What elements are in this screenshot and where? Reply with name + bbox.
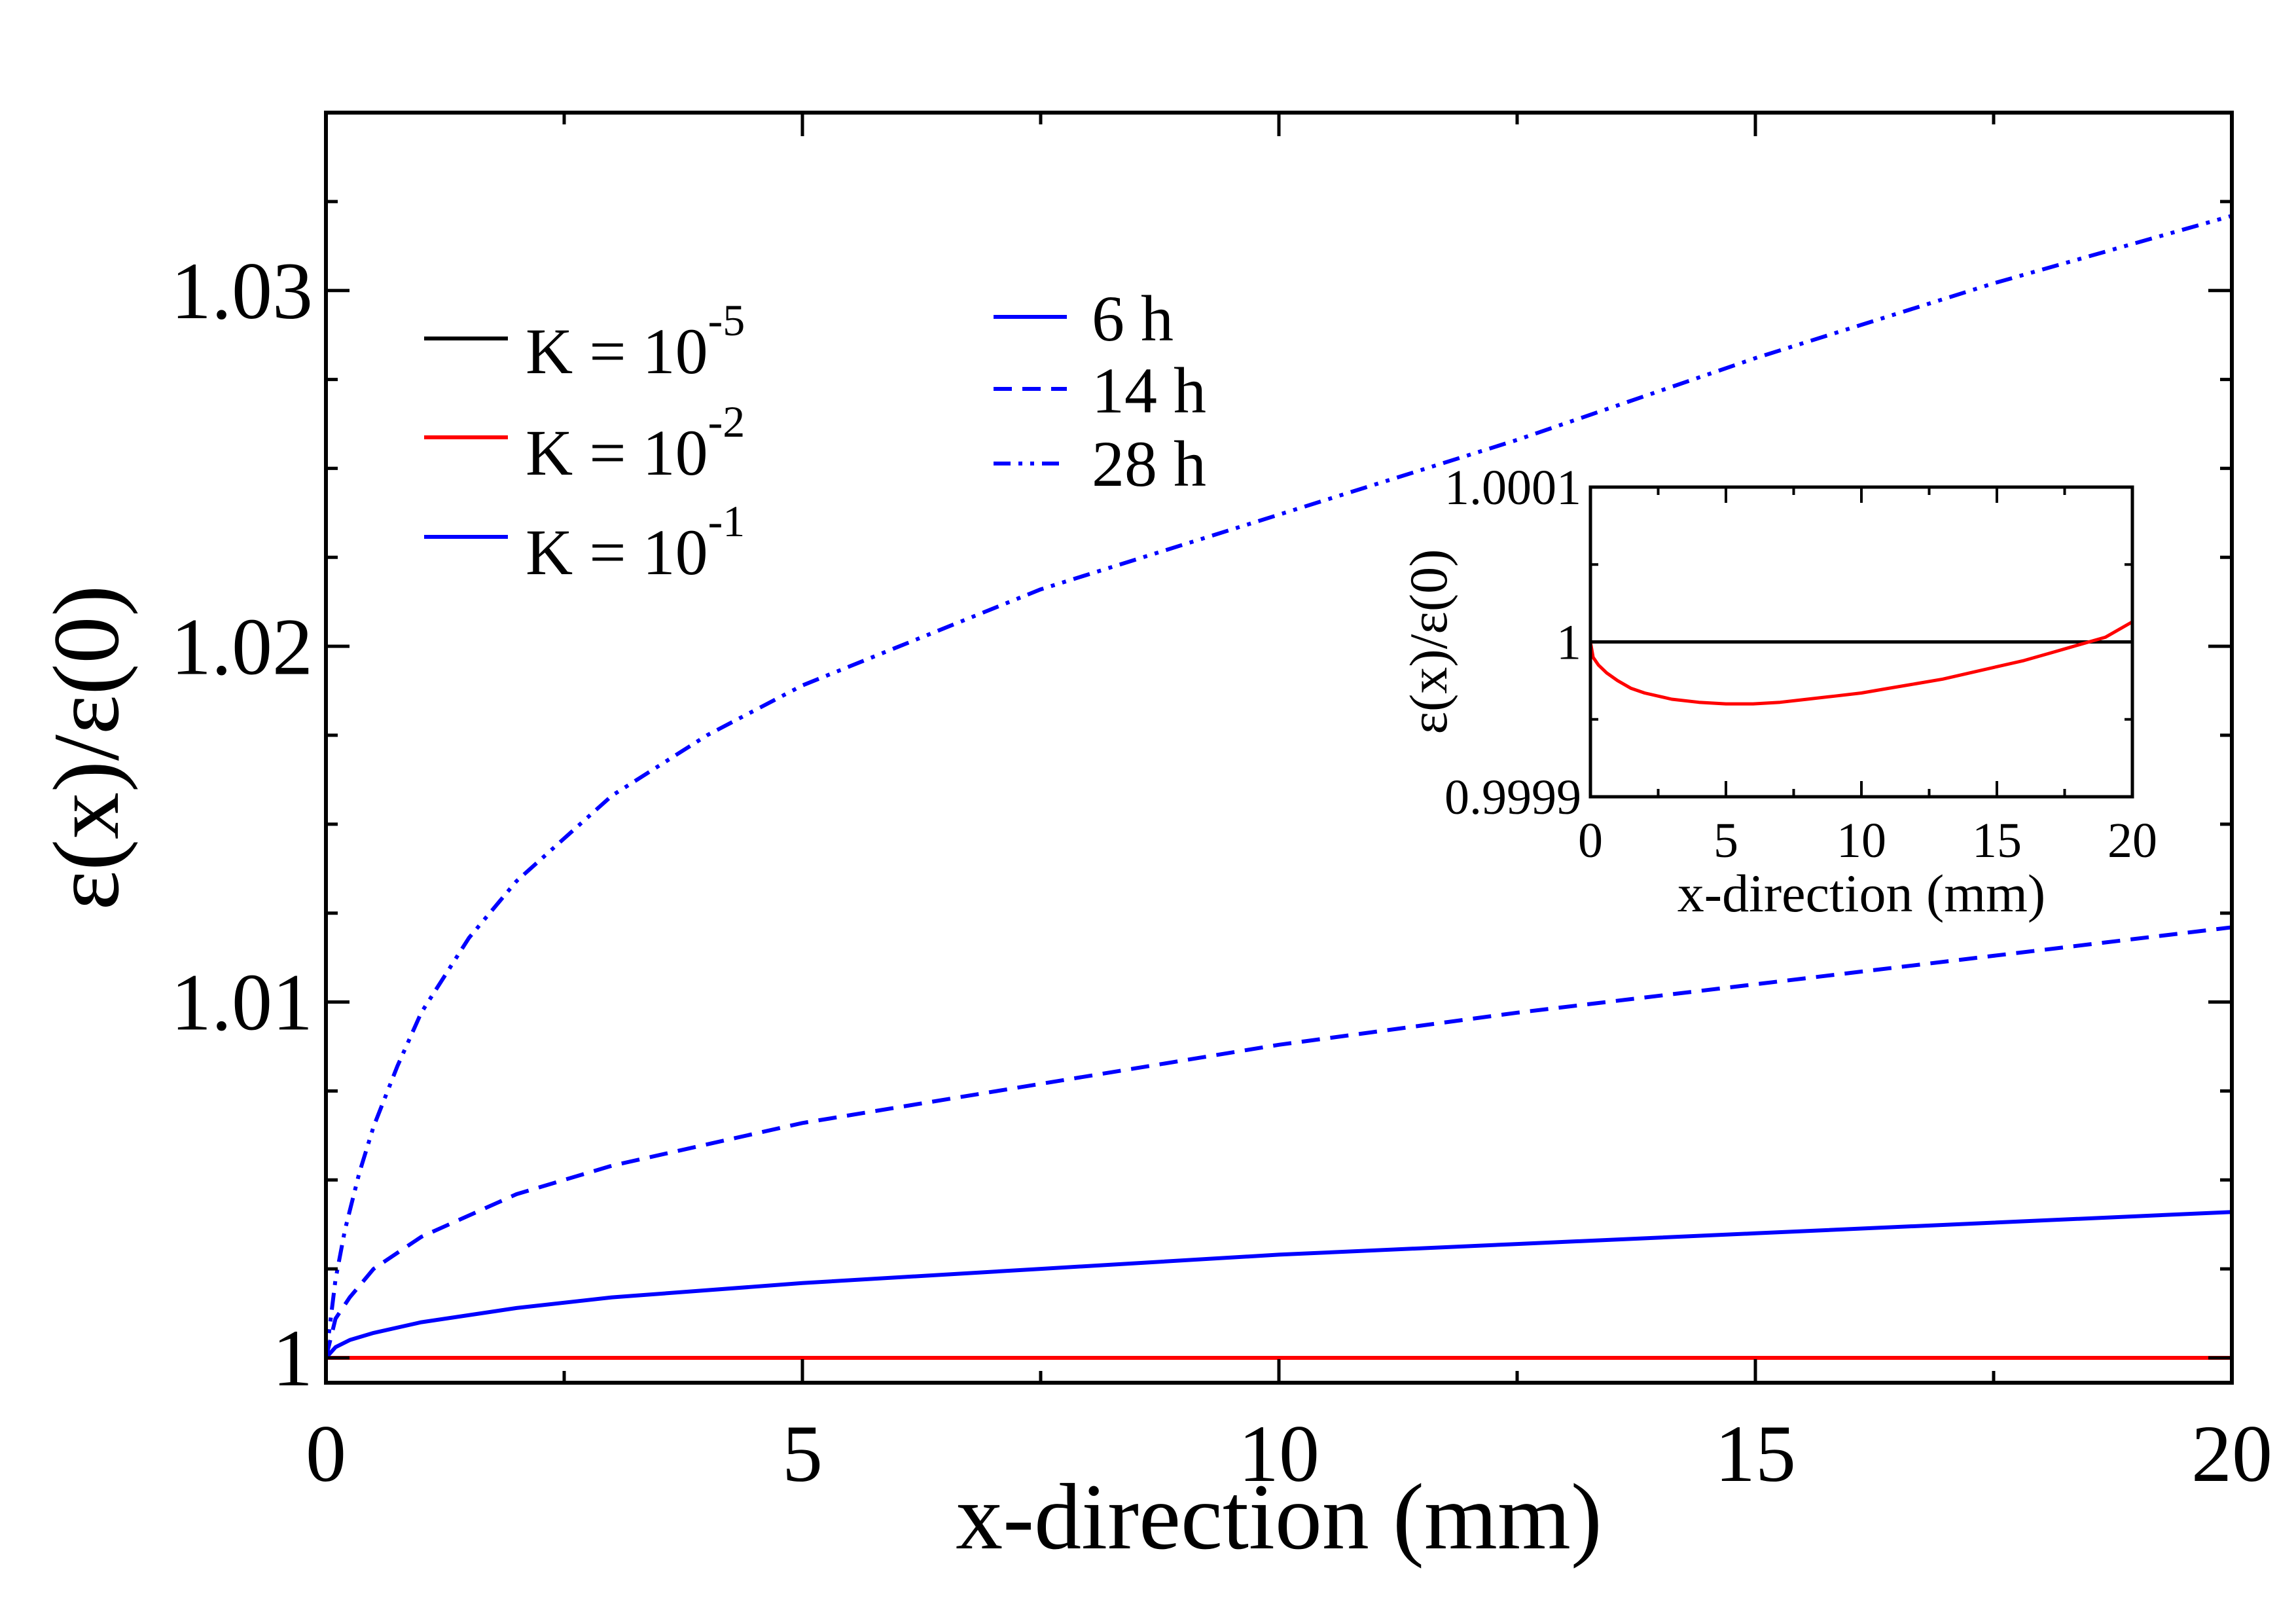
inset-tick-marks	[1589, 486, 2134, 798]
inset-x-axis-label: x-direction (mm)	[1677, 864, 2045, 923]
series-line-3	[326, 925, 2232, 1359]
x-tick-label: 20	[2108, 813, 2157, 868]
main-x-axis-label: x-direction (mm)	[956, 1465, 1602, 1569]
legend: K = 10-5 K = 10-2 K = 10-1 6 h 14 h 28 h	[424, 282, 1206, 589]
y-tick-label: 1.03	[171, 246, 313, 336]
x-tick-label: 10	[1837, 813, 1886, 868]
inset-series-group	[1590, 620, 2132, 706]
legend-k-exp-0: -5	[708, 295, 745, 345]
x-tick-label: 15	[1715, 1409, 1796, 1499]
y-tick-label: 1.02	[171, 602, 313, 691]
y-tick-label: 1.01	[171, 958, 313, 1048]
legend-k-label-2: K = 10-1	[526, 496, 745, 589]
legend-k-exp-2: -1	[708, 496, 745, 546]
x-tick-label: 0	[1578, 813, 1603, 868]
inset-y-tick-labels: 0.9999 1 1.0001	[1444, 460, 1581, 825]
x-tick-label: 20	[2191, 1409, 2272, 1499]
y-tick-label: 1	[272, 1313, 313, 1403]
main-series-group	[326, 213, 2232, 1360]
main-tick-marks	[324, 111, 2234, 1383]
inset-y-axis-label: ε(x)/ε(0)	[1399, 549, 1458, 735]
y-tick-label: 0.9999	[1444, 770, 1581, 825]
legend-time-label-6h: 6 h	[1092, 282, 1174, 355]
legend-k-base-2: K = 10	[526, 516, 708, 589]
legend-k-label-0: K = 10-5	[526, 295, 745, 388]
x-tick-label: 0	[306, 1409, 346, 1499]
legend-k-label-1: K = 10-2	[526, 397, 745, 489]
main-x-tick-labels: 0 5 10 15 20	[306, 1409, 2272, 1499]
x-tick-label: 5	[782, 1409, 823, 1499]
inset-x-tick-labels: 0 5 10 15 20	[1578, 813, 2157, 868]
y-tick-label: 1.0001	[1444, 460, 1581, 515]
legend-time-label-28h: 28 h	[1092, 428, 1206, 500]
main-y-tick-labels: 1 1.01 1.02 1.03	[171, 246, 313, 1403]
x-tick-label: 10	[1238, 1409, 1319, 1499]
series-line-1	[1590, 620, 2132, 706]
legend-k-base-0: K = 10	[526, 315, 708, 388]
y-tick-label: 1	[1556, 615, 1581, 670]
legend-k-exp-1: -2	[708, 397, 745, 447]
main-plot: 0 5 10 15 20 11.011.021.03 x-direction (mm) …	[35, 111, 2272, 1569]
legend-time-label-14h: 14 h	[1092, 354, 1206, 427]
x-tick-label: 15	[1972, 813, 2022, 868]
series-line-2	[326, 1210, 2232, 1360]
x-tick-label: 5	[1713, 813, 1738, 868]
main-y-axis-label: ε(x)/ε(0)	[35, 585, 139, 911]
series-line-4	[326, 213, 2232, 1359]
legend-k-base-1: K = 10	[526, 416, 708, 489]
